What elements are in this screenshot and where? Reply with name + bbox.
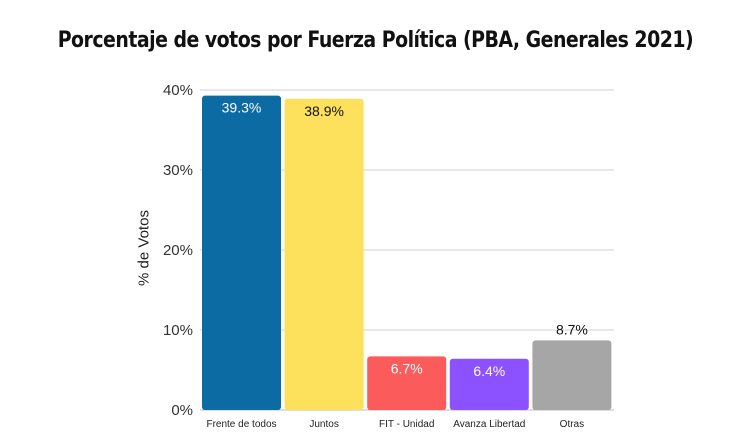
bar-frente-de-todos	[202, 95, 281, 410]
data-label: 38.9%	[304, 103, 344, 119]
bar-otras	[532, 340, 612, 410]
y-axis-ticks: 0% 10% 20% 30% 40%	[163, 82, 193, 419]
data-label: 6.7%	[391, 360, 423, 376]
x-tick-label: Otras	[560, 419, 584, 430]
data-labels: 39.3% 38.9% 6.7% 6.4% 8.7%	[222, 100, 588, 379]
y-tick-label: 20%	[163, 242, 193, 259]
x-tick-label: FIT - Unidad	[379, 419, 434, 430]
y-tick-label: 40%	[163, 82, 193, 99]
x-tick-label: Frente de todos	[206, 419, 276, 430]
bars	[202, 95, 612, 411]
bar-avanza-libertad	[449, 358, 529, 410]
y-tick-label: 0%	[171, 402, 193, 419]
x-tick-label: Juntos	[309, 419, 338, 430]
y-tick-label: 10%	[163, 322, 193, 339]
bar-fit-unidad	[367, 356, 447, 410]
data-label: 8.7%	[556, 321, 588, 337]
chart-title: Porcentaje de votos por Fuerza Política …	[57, 28, 694, 53]
x-axis-ticks: Frente de todos Juntos FIT - Unidad Avanza …	[206, 419, 584, 430]
data-label: 6.4%	[473, 363, 505, 379]
bar-juntos	[284, 98, 364, 411]
x-tick-label: Avanza Libertad	[453, 419, 525, 430]
data-label: 39.3%	[222, 100, 262, 116]
y-tick-label: 30%	[163, 162, 193, 179]
